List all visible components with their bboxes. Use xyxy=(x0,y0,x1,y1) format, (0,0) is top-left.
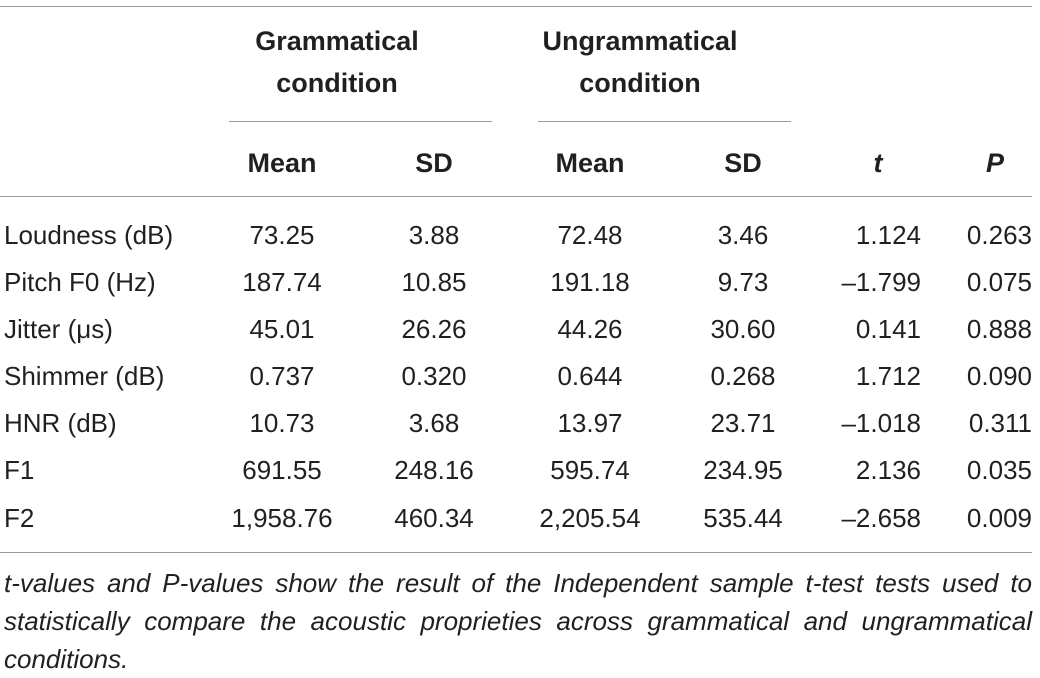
grammatical-sd-cell: 26.26 xyxy=(401,314,467,344)
ungrammatical-mean-cell: 44.26 xyxy=(557,314,623,344)
ungrammatical-sd-cell: 535.44 xyxy=(703,503,783,533)
row-label: Loudness (dB) xyxy=(4,220,174,250)
col-header-grammatical-sd: SD xyxy=(415,148,453,178)
ungrammatical-mean-cell: 0.644 xyxy=(557,361,623,391)
ungrammatical-mean-cell: 595.74 xyxy=(550,455,630,485)
ungrammatical-mean-cell: 191.18 xyxy=(550,267,630,297)
col-header-ungrammatical-sd: SD xyxy=(724,148,762,178)
t-value-cell: 1.712 xyxy=(855,361,921,391)
grammatical-mean-cell: 0.737 xyxy=(249,361,315,391)
t-value-cell: –1.018 xyxy=(841,408,921,438)
t-value-cell: 0.141 xyxy=(855,314,921,344)
p-value-cell: 0.311 xyxy=(968,408,1032,438)
grammatical-mean-cell: 10.73 xyxy=(249,408,315,438)
grammatical-sd-cell: 3.68 xyxy=(408,408,460,438)
table-row: HNR (dB) 10.73 3.68 13.97 23.71 –1.018 0… xyxy=(0,399,1040,447)
t-value-cell: –1.799 xyxy=(841,267,921,297)
t-value-cell: –2.658 xyxy=(841,503,921,533)
ungrammatical-sd-cell: 3.46 xyxy=(717,220,769,250)
row-label: F1 xyxy=(4,455,35,485)
ungrammatical-sd-cell: 23.71 xyxy=(710,408,776,438)
table-row: Pitch F0 (Hz) 187.74 10.85 191.18 9.73 –… xyxy=(0,258,1040,306)
p-value-cell: 0.075 xyxy=(966,267,1032,297)
row-label: HNR (dB) xyxy=(4,408,117,438)
ungrammatical-sd-cell: 234.95 xyxy=(703,455,783,485)
table-row: F2 1,958.76 460.34 2,205.54 535.44 –2.65… xyxy=(0,494,1040,542)
row-label: Jitter (μs) xyxy=(4,314,113,344)
grammatical-mean-cell: 73.25 xyxy=(249,220,315,250)
ungrammatical-mean-cell: 2,205.54 xyxy=(539,503,641,533)
grammatical-mean-cell: 691.55 xyxy=(242,455,322,485)
group-header-grammatical: Grammatical condition xyxy=(255,26,419,98)
t-value-cell: 1.124 xyxy=(855,220,921,250)
grammatical-mean-cell: 187.74 xyxy=(242,267,322,297)
ungrammatical-sd-cell: 9.73 xyxy=(717,267,769,297)
group-header-ungrammatical: Ungrammatical condition xyxy=(542,26,738,98)
table-bottom-rule xyxy=(0,552,1032,553)
row-label: Shimmer (dB) xyxy=(4,361,165,391)
grammatical-sd-cell: 3.88 xyxy=(408,220,460,250)
header-bottom-rule xyxy=(0,196,1032,197)
p-value-cell: 0.090 xyxy=(966,361,1032,391)
col-header-p: P xyxy=(985,148,1004,178)
grammatical-sd-cell: 0.320 xyxy=(401,361,467,391)
table-row: Loudness (dB) 73.25 3.88 72.48 3.46 1.12… xyxy=(0,211,1040,259)
grammatical-sd-cell: 10.85 xyxy=(401,267,467,297)
group-underline-grammatical xyxy=(229,121,492,122)
t-value-cell: 2.136 xyxy=(855,455,921,485)
table-row: F1 691.55 248.16 595.74 234.95 2.136 0.0… xyxy=(0,446,1040,494)
grammatical-sd-cell: 460.34 xyxy=(394,503,474,533)
p-value-cell: 0.888 xyxy=(966,314,1032,344)
group-underline-ungrammatical xyxy=(538,121,791,122)
ungrammatical-sd-cell: 0.268 xyxy=(710,361,776,391)
table-footnote: t-values and P-values show the result of… xyxy=(4,568,1032,674)
col-header-ungrammatical-mean: Mean xyxy=(555,148,625,178)
ungrammatical-sd-cell: 30.60 xyxy=(710,314,776,344)
p-value-cell: 0.263 xyxy=(966,220,1032,250)
ungrammatical-mean-cell: 13.97 xyxy=(557,408,623,438)
table-row: Jitter (μs) 45.01 26.26 44.26 30.60 0.14… xyxy=(0,305,1040,353)
col-header-grammatical-mean: Mean xyxy=(247,148,317,178)
table-top-rule xyxy=(0,6,1032,7)
col-header-t: t xyxy=(873,148,883,178)
p-value-cell: 0.035 xyxy=(966,455,1032,485)
grammatical-sd-cell: 248.16 xyxy=(394,455,474,485)
grammatical-mean-cell: 45.01 xyxy=(249,314,315,344)
row-label: Pitch F0 (Hz) xyxy=(4,267,156,297)
grammatical-mean-cell: 1,958.76 xyxy=(231,503,333,533)
p-value-cell: 0.009 xyxy=(966,503,1032,533)
row-label: F2 xyxy=(4,503,35,533)
table-row: Shimmer (dB) 0.737 0.320 0.644 0.268 1.7… xyxy=(0,352,1040,400)
ungrammatical-mean-cell: 72.48 xyxy=(557,220,623,250)
